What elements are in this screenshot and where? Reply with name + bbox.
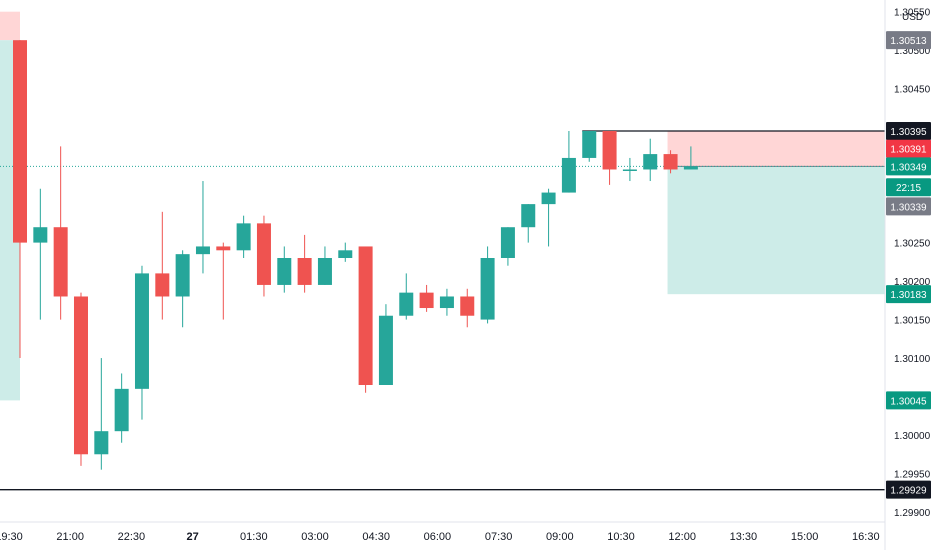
price-label-box	[886, 178, 931, 197]
time-axis: 19:30 21:00 22:30 27 01:30 03:00 04:30 06:00 07:…	[0, 531, 880, 543]
price-tick-label: 1.30550	[894, 8, 931, 19]
candle-body	[277, 258, 292, 285]
time-tick-label: 19:30	[0, 531, 23, 543]
candle-body	[582, 131, 597, 158]
time-tick-label: 03:00	[301, 531, 329, 543]
candle-body	[216, 246, 231, 251]
price-label-text: 1.30395	[890, 127, 927, 138]
price-axis: 1.305501.305001.304501.304001.303001.302…	[894, 8, 931, 519]
candle-body	[378, 315, 393, 385]
candle-body	[683, 166, 698, 170]
candle-body	[602, 131, 617, 170]
candle-body	[73, 296, 88, 455]
price-label-text: 1.29929	[890, 486, 927, 497]
price-label-text: 1.30339	[890, 202, 927, 213]
time-tick-label: 10:30	[607, 531, 635, 543]
candle-body	[480, 258, 495, 320]
candles	[13, 40, 698, 470]
time-tick-label: 04:30	[362, 531, 390, 543]
currency-label: USD	[902, 12, 923, 23]
price-label-text: 22:15	[896, 183, 921, 194]
time-tick-label: 09:00	[546, 531, 574, 543]
price-tick-label: 1.29950	[894, 470, 931, 481]
candle-body	[521, 204, 536, 228]
candle-body	[622, 169, 637, 171]
candle-body	[338, 250, 353, 258]
price-label-text: 1.30183	[890, 290, 927, 301]
time-tick-label: 16:30	[852, 531, 880, 543]
candle-body	[134, 273, 149, 389]
time-tick-label: 22:30	[118, 531, 146, 543]
price-label-box	[886, 122, 931, 140]
candle-body	[561, 157, 576, 193]
time-tick-label: 13:30	[730, 531, 758, 543]
price-tick-label: 1.30250	[894, 239, 931, 250]
candle-body	[236, 223, 251, 251]
time-tick-label: 12:00	[668, 531, 696, 543]
price-tick-label: 1.30100	[894, 354, 931, 365]
time-tick-label: 15:00	[791, 531, 819, 543]
price-labels: 1.30513 1.30395 1.30391 1.30349 22:15 1.30339…	[886, 31, 931, 499]
left-risk-zone	[0, 11, 20, 41]
candle-body	[317, 258, 332, 285]
time-tick-label: 21:00	[56, 531, 84, 543]
price-label-text: 1.30045	[890, 396, 927, 407]
price-tick-label: 1.30150	[894, 316, 931, 327]
price-label-box	[886, 285, 931, 304]
price-label-box	[886, 31, 931, 50]
candle-body	[663, 154, 678, 170]
price-tick-label: 1.30450	[894, 85, 931, 96]
price-label-text: 1.30391	[890, 145, 927, 156]
candle-body	[419, 292, 434, 309]
candle-body	[53, 227, 68, 297]
price-label-box	[886, 480, 931, 499]
candle-body	[297, 258, 312, 285]
candle-body	[500, 227, 515, 258]
candle-body	[643, 154, 658, 170]
candle-body	[358, 246, 373, 385]
price-tick-label: 1.30000	[894, 431, 931, 442]
price-tick-label: 1.30200	[894, 277, 931, 288]
time-tick-label: 27	[186, 531, 198, 543]
candle-body	[399, 292, 414, 316]
price-label-box	[886, 391, 931, 410]
candle-body	[94, 431, 109, 455]
candle-body	[13, 40, 27, 243]
candle-body	[256, 223, 271, 285]
time-tick-label: 06:00	[424, 531, 452, 543]
price-label-text: 1.30513	[890, 36, 927, 47]
candle-body	[114, 388, 129, 432]
price-label-box	[886, 197, 931, 216]
candle-body	[460, 296, 475, 316]
candle-body	[541, 192, 556, 205]
position-zones	[0, 11, 885, 401]
price-tick-label: 1.29900	[894, 508, 931, 519]
candle-body	[33, 227, 48, 243]
price-label-box	[886, 157, 931, 176]
price-tick-label: 1.30500	[894, 46, 931, 57]
candle-body	[195, 246, 210, 255]
time-tick-label: 01:30	[240, 531, 268, 543]
candle-body	[175, 254, 190, 297]
candle-body	[439, 296, 454, 309]
time-tick-label: 07:30	[485, 531, 513, 543]
candle-body	[155, 273, 170, 297]
take-profit-zone	[667, 166, 885, 295]
price-label-text: 1.30349	[890, 162, 927, 173]
stop-loss-zone	[667, 131, 885, 167]
horizontal-lines	[0, 130, 885, 491]
price-label-box	[886, 139, 931, 158]
